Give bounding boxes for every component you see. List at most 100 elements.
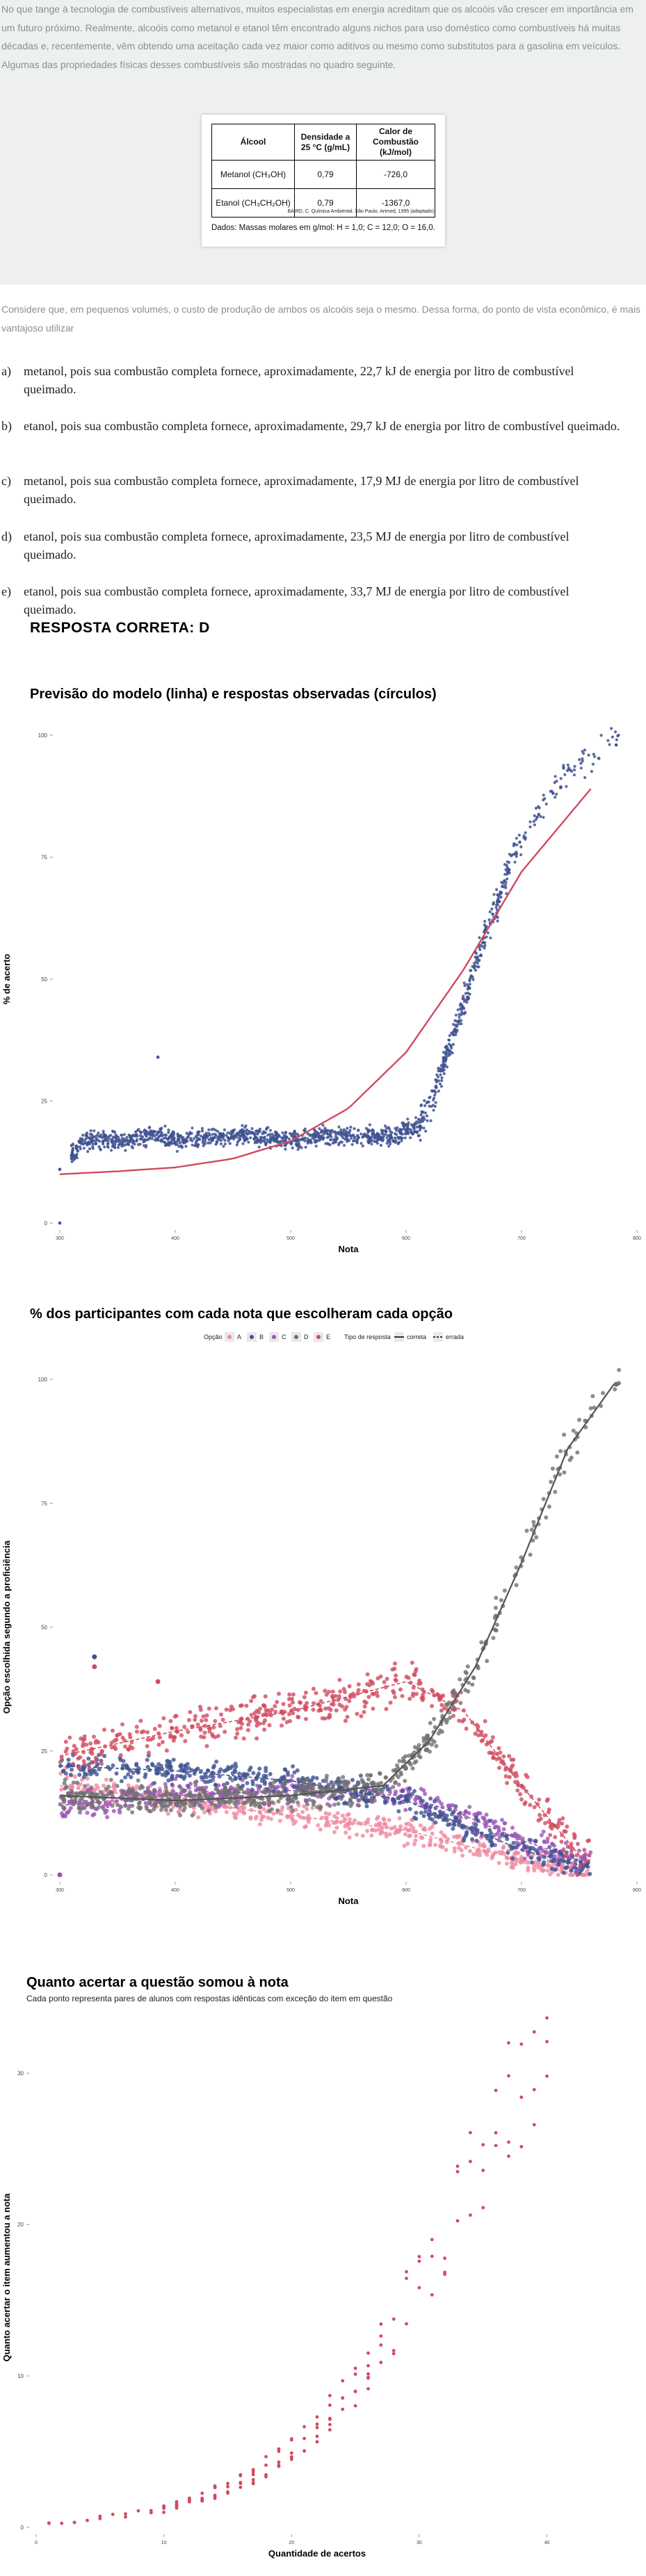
option-point-d: [402, 1759, 407, 1764]
option-point-a: [545, 1862, 550, 1867]
option-point-b: [199, 1769, 203, 1773]
option-letter: d): [1, 530, 12, 543]
observed-point: [296, 1148, 300, 1151]
option-point-d: [365, 1773, 370, 1778]
option-point-b: [245, 1781, 250, 1785]
option-point-e: [235, 1727, 239, 1732]
option-point-c: [114, 1799, 119, 1804]
observed-point: [489, 936, 492, 940]
gain-point: [366, 2372, 370, 2376]
option-point-e: [175, 1725, 179, 1730]
observed-point: [498, 900, 501, 903]
option-point-a: [347, 1826, 352, 1831]
option-point-d: [75, 1780, 79, 1785]
option-point-e: [473, 1731, 478, 1736]
option-point-a: [261, 1814, 266, 1819]
observed-point: [81, 1133, 85, 1137]
option-point-e: [587, 1838, 591, 1843]
option-point-a: [407, 1834, 412, 1839]
observed-point: [143, 1144, 146, 1147]
observed-point: [321, 1136, 324, 1140]
option-point-d: [71, 1780, 76, 1785]
option-point-b: [549, 1867, 554, 1871]
observed-point: [218, 1132, 222, 1135]
observed-point: [235, 1135, 239, 1139]
option-point-d: [356, 1780, 361, 1785]
observed-point: [397, 1137, 401, 1140]
gain-point: [494, 2131, 498, 2135]
option-point-c: [57, 1872, 63, 1878]
option-point-a: [481, 1841, 486, 1846]
option-point-e: [544, 1798, 549, 1803]
option-point-d: [375, 1791, 380, 1796]
option-point-a: [344, 1830, 348, 1835]
option-b[interactable]: b) etanol, pois sua combustão completa fo…: [1, 417, 627, 435]
option-point-b: [396, 1809, 401, 1814]
option-point-d: [439, 1730, 444, 1734]
option-point-d: [239, 1787, 244, 1791]
observed-point: [162, 1140, 166, 1144]
option-point-e: [287, 1692, 292, 1697]
observed-point: [120, 1133, 124, 1137]
option-point-e: [120, 1722, 124, 1727]
option-point-b: [241, 1783, 245, 1788]
option-point-d: [145, 1788, 150, 1793]
option-point-b: [285, 1770, 290, 1775]
option-point-a: [471, 1852, 476, 1857]
option-c[interactable]: c) metanol, pois sua combustão completa f…: [1, 472, 627, 506]
observed-point: [290, 1141, 293, 1145]
observed-point: [512, 844, 515, 848]
observed-point: [444, 1063, 447, 1067]
option-point-a: [414, 1834, 419, 1839]
option-point-d: [98, 1790, 103, 1795]
gain-point: [366, 2364, 370, 2368]
option-point-c: [163, 1782, 168, 1787]
gain-point: [289, 2438, 293, 2442]
option-a[interactable]: a) metanol, pois sua combustão completa f…: [1, 362, 627, 396]
option-point-d: [458, 1700, 463, 1705]
option-point-c: [483, 1819, 487, 1823]
option-point-d: [417, 1753, 421, 1758]
option-point-a: [318, 1827, 323, 1832]
observed-point: [268, 1137, 272, 1141]
observed-point: [169, 1135, 173, 1139]
option-point-b: [258, 1784, 263, 1789]
question-stem: Considere que, em pequenos volumes, o cu…: [1, 304, 641, 334]
observed-point: [335, 1136, 339, 1140]
observed-point: [147, 1137, 151, 1140]
observed-point: [113, 1130, 117, 1134]
option-point-c: [173, 1777, 178, 1782]
option-point-e: [155, 1679, 161, 1684]
option-point-b: [529, 1860, 534, 1865]
option-point-e: [171, 1738, 176, 1743]
option-point-e: [160, 1740, 165, 1744]
option-point-e: [507, 1775, 512, 1780]
gain-point: [315, 2422, 319, 2426]
option-point-e: [286, 1712, 291, 1716]
option-point-c: [502, 1821, 507, 1826]
option-d[interactable]: d) etanol, pois sua combustão completa fo…: [1, 527, 627, 561]
observed-point: [275, 1140, 279, 1144]
option-e[interactable]: e) etanol, pois sua combustão completa fo…: [1, 582, 627, 616]
y-tick-label: 0: [45, 1220, 48, 1227]
option-point-d: [494, 1595, 499, 1600]
option-point-b: [238, 1775, 243, 1780]
option-point-b: [406, 1792, 411, 1797]
option-point-b: [134, 1763, 139, 1768]
option-point-b: [451, 1826, 455, 1831]
observed-point: [454, 1013, 458, 1017]
option-point-e: [99, 1762, 104, 1766]
observed-point: [84, 1138, 88, 1141]
option-point-d: [553, 1489, 558, 1494]
observed-point: [178, 1135, 181, 1138]
observed-point: [515, 855, 518, 858]
option-point-e: [211, 1725, 216, 1730]
observed-point: [420, 1117, 424, 1121]
option-point-d: [193, 1794, 197, 1798]
option-point-e: [112, 1739, 117, 1743]
option-point-a: [430, 1824, 435, 1829]
option-point-b: [527, 1850, 531, 1855]
option-point-e: [412, 1672, 417, 1677]
observed-point: [163, 1124, 167, 1128]
